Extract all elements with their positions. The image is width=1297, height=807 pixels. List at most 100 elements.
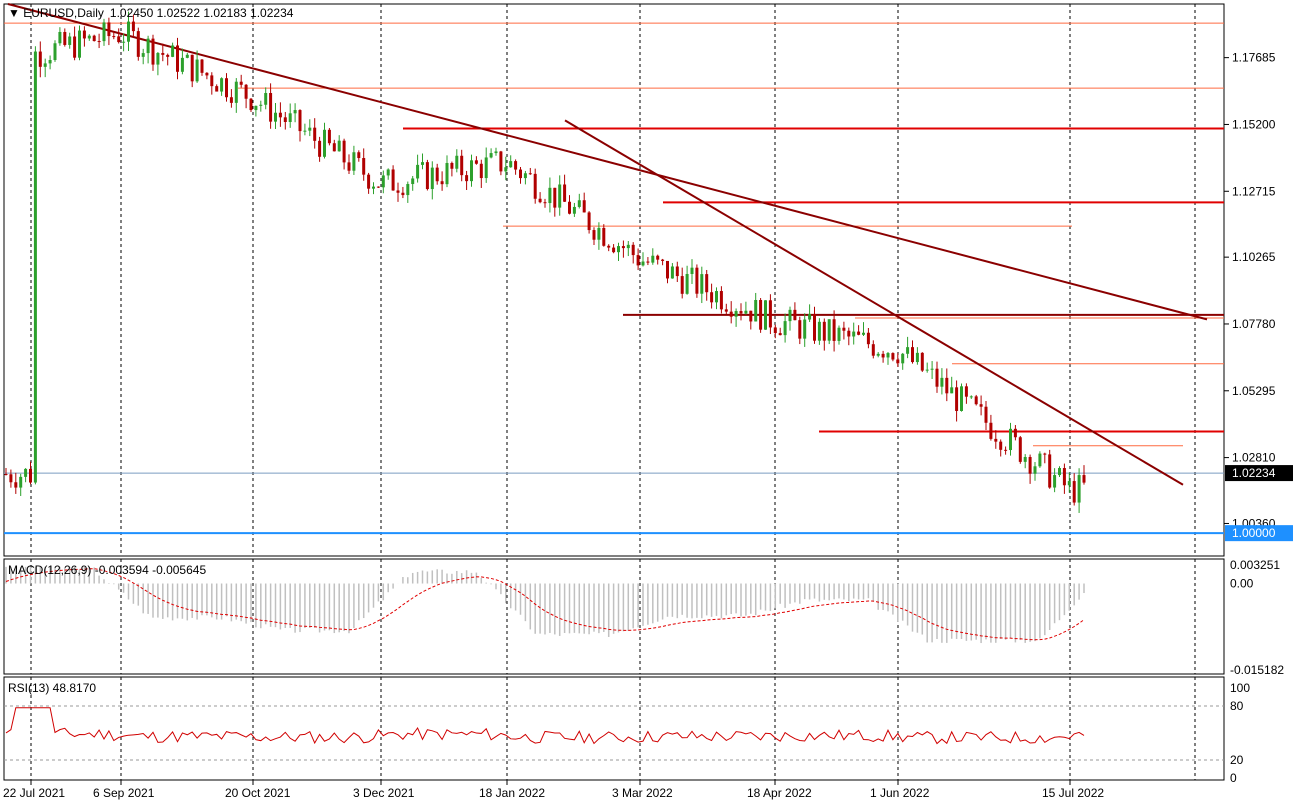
candle-body [925,369,929,371]
candle-body [822,321,826,341]
candle-body [430,167,434,190]
rsi-indicator [4,705,1224,761]
candle-body [680,276,684,294]
candle-body [48,60,52,64]
candle-body [842,327,846,331]
candle-body [533,173,537,199]
candle-body [881,353,885,358]
candle-body [401,192,405,196]
candle-body [568,201,571,214]
candle-body [621,246,625,249]
candle-body [891,353,895,360]
candle-body [298,110,302,132]
candle-body [548,187,552,204]
candle-body [171,45,175,57]
candle-body [999,441,1003,450]
candle-body [288,113,292,123]
candle-body [577,200,581,207]
candle-body [793,309,797,321]
candle-body [244,84,248,99]
main-panel [3,3,1225,557]
candle-body [1072,481,1076,503]
candle-body [798,320,802,339]
macd-indicator [5,566,1085,644]
price-tick-label: 1.17685 [1232,51,1276,65]
candle-body [724,309,728,312]
candle-body [131,21,135,32]
candle-body [1013,428,1017,438]
candle-body [886,353,890,358]
candle-body [852,331,856,337]
candle-body [788,309,792,322]
candle-body [979,404,983,407]
candle-body [416,164,420,179]
time-tick-label: 6 Sep 2021 [93,786,155,800]
parity-price-label: 1.00000 [1232,526,1276,540]
trendlines [7,3,1208,486]
candle-body [1033,466,1037,474]
candle-body [945,377,949,394]
candle-body [504,167,508,172]
horizontal-levels [4,22,1224,535]
candle-body [33,51,37,483]
candle-body [607,245,611,248]
candle-body [1028,456,1032,474]
candle-body [675,266,679,277]
candle-body [543,202,547,204]
candle-body [102,22,106,42]
candle-body [43,63,47,67]
candle-body [656,255,660,260]
candle-body [146,38,150,54]
candle-body [283,117,287,123]
parity-price-box [1225,525,1293,542]
price-tick-label: 1.12715 [1232,184,1276,198]
candle-body [710,292,714,303]
candle-body [234,81,238,103]
price-tick-label: 1.02810 [1232,451,1276,465]
candle-body [739,311,743,314]
time-tick-label: 20 Oct 2021 [225,786,291,800]
candle-body [391,169,395,191]
candle-body [239,81,243,85]
candle-body [808,313,812,320]
candle-body [734,311,738,317]
candle-body [915,352,919,363]
time-tick-label: 1 Jun 2022 [870,786,930,800]
candle-body [1058,468,1061,476]
candle-body [73,36,77,58]
candle-body [715,291,718,303]
candle-body [969,396,973,398]
candle-body [778,333,782,336]
time-tick-label: 18 Jan 2022 [479,786,545,800]
candle-body [1004,449,1008,451]
rsi-tick-label: 80 [1230,699,1244,713]
candle-body [278,112,282,118]
candle-body [293,110,297,114]
vertical-grid [30,4,1196,780]
candle-body [357,152,361,159]
candle-body [269,93,273,122]
candle-body [127,21,130,42]
candle-body [195,59,199,82]
candle-body [97,41,101,43]
candle-body [719,291,723,310]
candle-body [440,181,444,185]
candle-body [690,267,694,274]
candle-body [592,230,596,240]
trendline [7,3,1208,321]
candle-body [528,173,532,175]
candle-body [9,474,13,483]
candle-body [670,266,674,279]
candle-body [421,162,424,165]
candle-body [984,406,988,423]
candle-body [352,152,356,171]
current-price-box [1225,465,1293,482]
candle-body [964,386,968,397]
candle-body [19,476,23,488]
candle-body [376,186,380,188]
candle-body [837,327,841,341]
candle-body [107,22,111,37]
candle-body [901,353,905,364]
candle-body [156,52,160,65]
